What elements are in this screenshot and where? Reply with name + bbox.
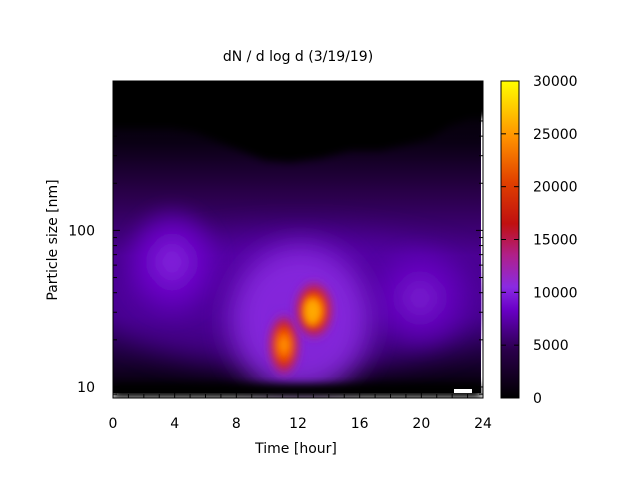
colorbar-tick-label: 30000 [533,74,578,90]
colorbar-tick-label: 15000 [533,233,578,249]
colorbar-tick-label: 0 [533,391,542,407]
x-axis-title: Time [hour] [254,441,337,457]
heatmap-upper-dark [113,81,483,162]
colorbar-tick-label: 20000 [533,180,578,196]
x-tick-label: 24 [474,416,492,432]
colorbar-tick-label: 25000 [533,127,578,143]
colorbar-tick-label: 5000 [533,338,569,354]
y-tick-label: 100 [68,223,95,239]
x-tick-label: 8 [232,416,241,432]
heatmap-event-lower [266,311,302,379]
heatmap-blob-morning [120,202,224,322]
heatmap-area [113,81,483,398]
y-axis: 10 100 [68,80,483,396]
heatmap-event-core [304,298,320,326]
x-tick-label: 16 [351,416,369,432]
x-tick-label: 12 [289,416,307,432]
heatmap-blob-evening [365,243,475,353]
heatmap-bottom-dark [113,384,481,398]
x-tick-label: 4 [170,416,179,432]
x-axis: 0 4 8 12 16 20 24 [109,81,492,432]
x-tick-label: 0 [109,416,118,432]
chart-title: dN / d log d (3/19/19) [223,49,373,65]
colorbar-tick-label: 10000 [533,285,578,301]
heatmap-gap [454,389,472,393]
colorbar-axis: 0 5000 10000 15000 20000 25000 30000 [501,74,578,407]
y-axis-title: Particle size [nm] [45,179,61,300]
x-tick-label: 20 [412,416,430,432]
y-tick-label: 10 [77,380,95,396]
